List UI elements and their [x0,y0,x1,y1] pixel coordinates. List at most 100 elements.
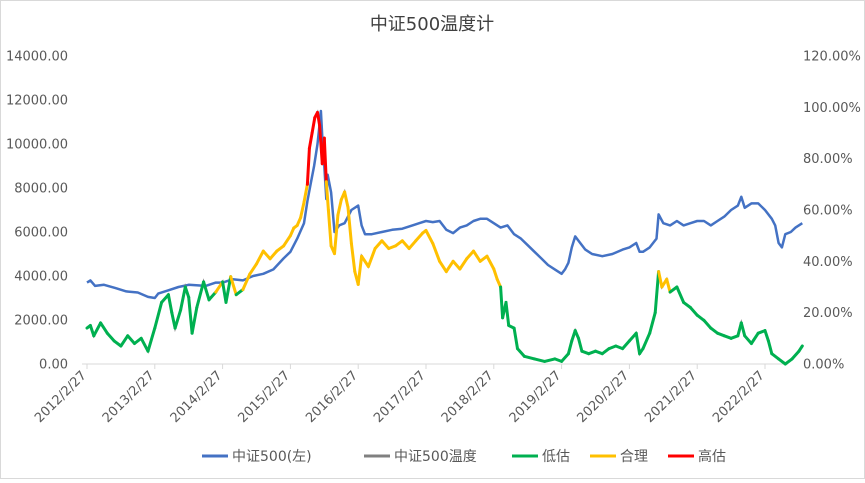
series-segment-fair [229,275,238,297]
series-segment-fair [665,277,672,294]
right-tick-label: 100.00% [803,101,861,116]
series-segment-undervalued [749,331,760,345]
right-tick-label: 80.00% [803,152,853,167]
series-segment-undervalued [99,321,109,335]
series-segment-fair [333,213,340,256]
series-segment-fair [343,190,350,209]
series-segment-fair [302,182,309,204]
plot-area [85,109,804,366]
right-axis: 0.00% 20.00% 40.00% 60.00% 80.00% 100.00% 120.… [803,50,861,373]
series-segment-undervalued [179,285,187,312]
series-segment-undervalued [763,329,770,343]
series-segment-undervalued [166,293,174,315]
left-tick-label: 6000.00 [14,226,68,241]
series-segment-fair [241,272,252,292]
right-tick-label: 120.00% [803,50,861,65]
series-segment-undervalued [560,352,570,363]
series-segment-undervalued [187,295,194,335]
series-segment-fair [400,239,411,250]
series-segment-fair [380,239,391,250]
series-segment-fair [465,249,475,261]
left-tick-label: 10000.00 [6,138,68,153]
series-segment-fair [414,231,425,243]
legend-label: 中证500温度 [394,449,477,465]
series-segment-undervalued [790,349,801,361]
left-tick-label: 0.00 [39,358,68,373]
legend-label: 高估 [698,448,726,465]
series-segment-fair [485,254,496,271]
series-segment-undervalued [119,334,130,348]
series-segment-undervalued [126,334,136,345]
series-segment-undervalued [516,347,526,358]
series-segment-undervalued [92,321,103,338]
left-tick-label: 8000.00 [14,182,68,197]
series-line-index [86,109,803,300]
left-axis: 0.00 2000.00 4000.00 6000.00 8000.00 10000.00… [6,50,68,373]
series-segment-undervalued [766,339,774,356]
series-segment-undervalued [195,280,206,309]
series-segment-fair [255,249,265,266]
series-segment-overvalued [305,146,311,186]
left-tick-label: 14000.00 [6,50,68,65]
series-segment-overvalued [322,136,328,184]
series-segment-undervalued [648,311,657,335]
series-segment-undervalued [797,344,804,353]
series-segment-undervalued [543,357,557,363]
series-segment-undervalued [190,306,199,335]
series-segment-undervalued [173,308,183,330]
right-tick-label: 60.00% [803,204,853,219]
legend-label: 中证500(左) [232,449,312,465]
series-segment-overvalued [316,111,322,127]
chart-title: 中证500温度计 [370,14,494,35]
series-segment-undervalued [653,270,661,315]
series-segment-fair [657,270,664,289]
series-segment-fair [373,239,384,250]
series-segment-fair [336,198,343,217]
series-segment-undervalued [139,336,150,353]
series-segment-undervalued [202,280,211,302]
series-segment-fair [472,249,482,263]
left-tick-label: 2000.00 [14,314,68,329]
legend-label: 合理 [620,449,648,465]
series-segment-undervalued [739,321,747,338]
series-segment-undervalued [634,331,642,356]
series-segment-undervalued [153,300,164,330]
series-segment-undervalued [675,285,686,304]
series-segment-undervalued [566,339,574,356]
series-segment-fair [299,200,306,220]
left-tick-label: 12000.00 [6,94,68,109]
series-segment-fair [356,254,364,286]
series-segment-undervalued [512,326,519,351]
series-segment-undervalued [621,339,631,351]
series-segment-fair [366,247,377,268]
series-segment-fair [268,249,279,261]
series-segment-fair [346,205,353,245]
series-segment-fair [349,241,357,274]
series-segment-fair [458,257,469,271]
series-segment-undervalued [207,290,218,302]
series-segment-undervalued [702,318,713,330]
series-segment-undervalued [577,336,584,353]
series-segment-fair [326,208,333,248]
series-segment-undervalued [224,275,233,304]
series-segment-undervalued [688,306,699,317]
left-tick-label: 4000.00 [14,270,68,285]
series-segment-overvalued [310,116,317,135]
series-segment-fair [282,234,292,248]
series-segment-undervalued [504,300,511,327]
right-tick-label: 40.00% [803,255,853,270]
series-segment-fair [451,259,462,271]
series-segment-undervalued [533,357,547,363]
series-segment-fair [261,249,272,261]
series-segment-undervalued [105,331,116,343]
right-tick-label: 0.00% [803,358,844,373]
series-segment-fair [360,254,370,268]
series-segment-fair [444,259,455,274]
series-segment-fair [248,262,258,276]
right-tick-label: 20.00% [803,306,853,321]
legend: 中证500(左) 中证500温度 低估 合理 高估 [202,448,726,465]
series-segment-undervalued [183,285,191,299]
